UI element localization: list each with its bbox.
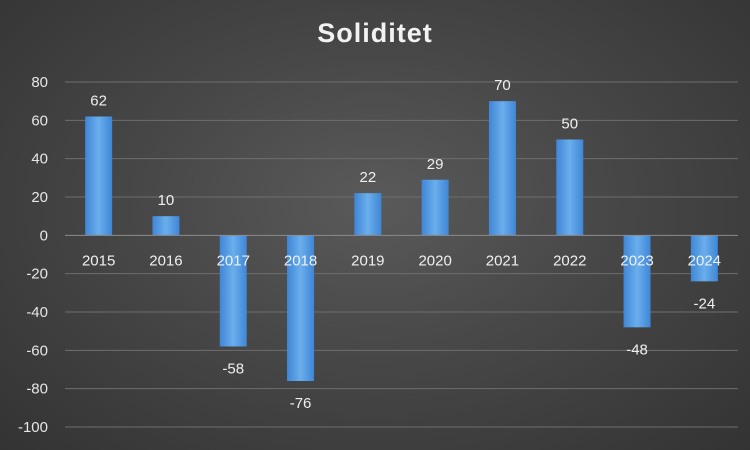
bar-2020 <box>421 179 449 236</box>
bar-2016 <box>152 216 180 236</box>
data-label: -76 <box>290 395 312 412</box>
x-tick-label: 2016 <box>149 252 182 269</box>
y-tick-label: -40 <box>26 304 48 321</box>
x-tick-label: 2021 <box>486 252 519 269</box>
y-tick-label: -20 <box>26 266 48 283</box>
data-label: 22 <box>360 169 377 186</box>
y-tick-label: -100 <box>18 419 48 436</box>
data-label: -58 <box>222 361 244 378</box>
x-tick-label: 2023 <box>620 252 653 269</box>
bar-2023 <box>623 235 651 328</box>
y-tick-label: 40 <box>31 151 48 168</box>
y-tick-label: 80 <box>31 74 48 91</box>
x-tick-label: 2015 <box>82 252 115 269</box>
data-label: -48 <box>626 341 648 358</box>
y-tick-label: -80 <box>26 381 48 398</box>
x-tick-label: 2018 <box>284 252 317 269</box>
data-label: 50 <box>561 116 578 133</box>
x-tick-label: 2020 <box>418 252 451 269</box>
bar-2022 <box>556 139 584 236</box>
data-label: 62 <box>90 93 107 110</box>
bar-2024 <box>690 235 718 282</box>
bar-2015 <box>85 116 113 236</box>
x-axis-ticks: 2015 2016 2017 2018 2019 2020 2021 2022 2023 2024 <box>82 252 721 269</box>
bar-2021 <box>488 101 516 236</box>
x-tick-label: 2017 <box>217 252 250 269</box>
data-labels: 62 10 -58 -76 22 29 70 50 -48 -24 <box>90 77 715 412</box>
data-label: 29 <box>427 156 444 173</box>
y-tick-label: 0 <box>40 227 48 244</box>
bar-2017 <box>219 235 247 347</box>
chart-title: Soliditet <box>317 18 433 48</box>
y-tick-label: -60 <box>26 342 48 359</box>
x-tick-label: 2019 <box>351 252 384 269</box>
bar-2018 <box>287 235 315 381</box>
x-tick-label: 2022 <box>553 252 586 269</box>
bar-2019 <box>354 193 382 236</box>
data-label: 70 <box>494 77 511 94</box>
data-label: -24 <box>694 295 716 312</box>
bars <box>85 101 718 381</box>
y-tick-label: 60 <box>31 112 48 129</box>
y-tick-label: 20 <box>31 189 48 206</box>
y-axis-ticks: 80 60 40 20 0 -20 -40 -60 -80 -100 <box>18 74 48 436</box>
data-label: 10 <box>158 192 175 209</box>
x-tick-label: 2024 <box>688 252 721 269</box>
grid-lines <box>65 81 738 428</box>
